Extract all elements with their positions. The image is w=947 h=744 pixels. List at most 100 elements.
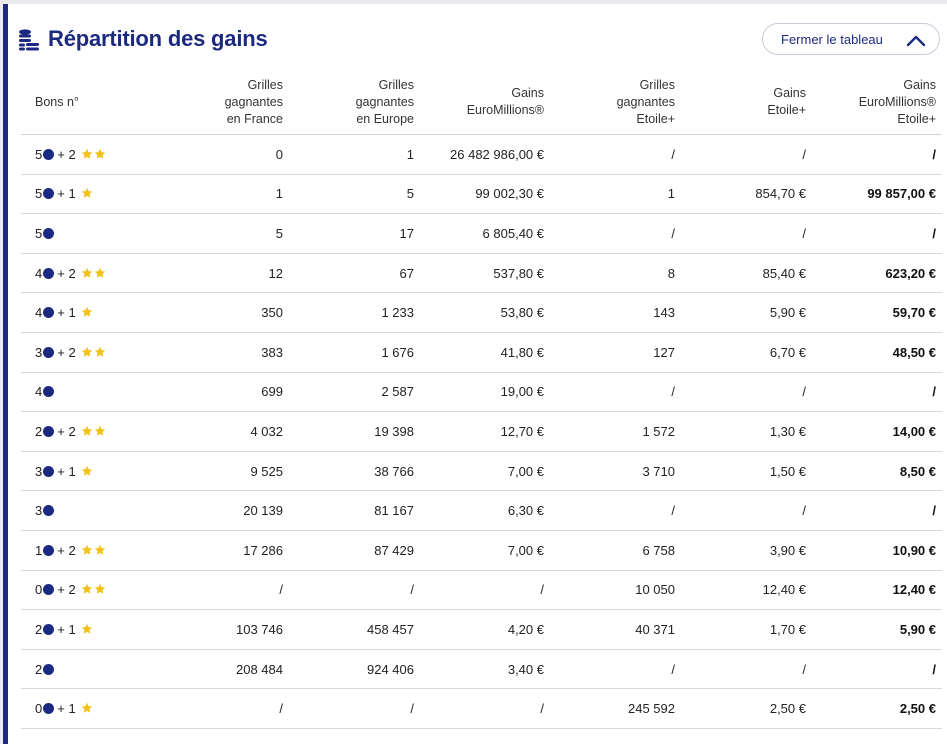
table-row: 2 208 484 924 406 3,40 € / / / [21, 649, 942, 690]
col-gains-total-cell: 623,20 € [812, 253, 942, 294]
combination-cell: 2 + 1 [21, 609, 158, 650]
col-gains-total-cell: 10,90 € [812, 530, 942, 571]
header-line: Grilles [247, 77, 283, 92]
chevron-up-icon [906, 35, 926, 47]
stars-count: + 2 [57, 423, 76, 439]
star-icon [81, 623, 92, 634]
gains-table: Bons n° Grilles gagnantes en France Grilles g… [21, 70, 942, 729]
numbers-count: 4 [35, 265, 43, 281]
ball-icon [43, 505, 55, 517]
col-grilles-france-cell: 9 525 [158, 451, 289, 492]
numbers-count: 2 [35, 621, 43, 637]
col-gains-euromillions-header: Gains EuroMillions® [420, 70, 550, 135]
col-grilles-france-cell: 12 [158, 253, 289, 294]
col-grilles-europe-cell: / [289, 570, 420, 611]
col-grilles-europe-cell: / [289, 688, 420, 729]
col-grilles-europe-cell: 1 676 [289, 332, 420, 373]
table-row: 5 + 2 0 1 26 482 986,00 € / / / [21, 134, 942, 175]
col-gains-euromillions-cell: 7,00 € [420, 530, 550, 571]
header-line: Gains [903, 77, 936, 92]
star-icon [81, 306, 92, 317]
col-grilles-france-cell: 5 [158, 213, 289, 254]
col-grilles-etoile-cell: 40 371 [550, 609, 681, 650]
col-grilles-france-cell: 0 [158, 134, 289, 175]
table-body: 5 + 2 0 1 26 482 986,00 € / //5 + 1 1 5 99 002,30 … [21, 134, 942, 729]
stars-count: + 1 [57, 621, 76, 637]
col-gains-euromillions-cell: 7,00 € [420, 451, 550, 492]
combination-cell: 5 [21, 213, 158, 254]
combination-cell: 3 [21, 490, 158, 531]
stars-count: + 1 [57, 305, 76, 321]
col-gains-etoile-cell: / [681, 649, 812, 690]
combination-cell: 3 + 2 [21, 332, 158, 373]
col-gains-euromillions-cell: 537,80 € [420, 253, 550, 294]
combination-cell: 5 + 1 [21, 174, 158, 215]
close-table-button[interactable]: Fermer le tableau [762, 23, 940, 55]
col-gains-etoile-cell: 5,90 € [681, 292, 812, 333]
col-grilles-france-cell: 4 032 [158, 411, 289, 452]
col-grilles-france-cell: / [158, 688, 289, 729]
table-row: 3 20 139 81 167 6,30 € / / / [21, 490, 942, 531]
combination-cell: 5 + 2 [21, 134, 158, 175]
col-grilles-europe-header: Grilles gagnantes en Europe [289, 70, 420, 135]
stars-count: + 1 [57, 186, 76, 202]
numbers-count: 2 [35, 661, 43, 677]
star-icon [81, 465, 92, 476]
col-gains-euromillions-cell: 99 002,30 € [420, 174, 550, 215]
header-line: Etoile+ [897, 111, 936, 126]
numbers-count: 3 [35, 463, 43, 479]
ball-icon [43, 703, 55, 715]
col-grilles-etoile-cell: / [550, 213, 681, 254]
ball-icon [43, 544, 55, 556]
table-row: 4 + 1 350 1 233 53,80 €143 5,90 €59,70 € [21, 292, 942, 333]
col-gains-total-cell: / [812, 134, 942, 175]
table-row: 2 + 1 103 746 458 457 4,20 €40 371 1,70 €5,90… [21, 609, 942, 650]
col-grilles-france-cell: 350 [158, 292, 289, 333]
col-grilles-france-cell: 17 286 [158, 530, 289, 571]
table-row: 4 699 2 587 19,00 € / / / [21, 372, 942, 413]
col-gains-euromillions-cell: 41,80 € [420, 332, 550, 373]
col-gains-euromillions-cell: 53,80 € [420, 292, 550, 333]
col-gains-total-header: Gains EuroMillions® Etoile+ [812, 70, 942, 135]
combination-cell: 4 + 1 [21, 292, 158, 333]
col-grilles-europe-cell: 17 [289, 213, 420, 254]
header-line: EuroMillions® [466, 103, 544, 117]
col-grilles-europe-cell: 2 587 [289, 372, 420, 413]
col-gains-etoile-cell: 3,90 € [681, 530, 812, 571]
stars-count: + 1 [57, 701, 76, 717]
star-icon [94, 346, 105, 357]
header-line: Grilles [639, 77, 675, 92]
header-line: gagnantes [355, 94, 414, 109]
col-grilles-france-header: Grilles gagnantes en France [158, 70, 289, 135]
ball-icon [43, 623, 55, 635]
star-icon [94, 425, 105, 436]
table-row: 5 + 1 1 5 99 002,30 €1 854,70 €99 857,00 € [21, 174, 942, 215]
col-grilles-etoile-cell: / [550, 490, 681, 531]
ball-icon [43, 663, 55, 675]
col-grilles-etoile-cell: / [550, 134, 681, 175]
col-gains-total-cell: 48,50 € [812, 332, 942, 373]
col-grilles-france-cell: 383 [158, 332, 289, 373]
stars-count: + 1 [57, 463, 76, 479]
col-grilles-etoile-cell: 6 758 [550, 530, 681, 571]
stars-count: + 2 [57, 146, 76, 162]
col-gains-euromillions-cell: 6 805,40 € [420, 213, 550, 254]
col-gains-etoile-cell: / [681, 134, 812, 175]
ball-icon [43, 148, 55, 160]
star-icon [94, 544, 105, 555]
table-row: 0 + 2///10 050 12,40 €12,40 € [21, 570, 942, 611]
ball-icon [43, 584, 55, 596]
ball-icon [43, 465, 55, 477]
col-grilles-france-cell: / [158, 570, 289, 611]
star-icon [81, 702, 92, 713]
header-line: Gains [511, 86, 544, 100]
col-grilles-europe-cell: 924 406 [289, 649, 420, 690]
col-gains-etoile-cell: 1,70 € [681, 609, 812, 650]
combination-cell: 4 + 2 [21, 253, 158, 294]
col-gains-etoile-cell: 2,50 € [681, 688, 812, 729]
col-grilles-etoile-cell: 1 [550, 174, 681, 215]
panel-header: Répartition des gains Fermer le tableau [8, 4, 947, 70]
col-gains-etoile-cell: / [681, 213, 812, 254]
col-gains-euromillions-cell: / [420, 688, 550, 729]
col-gains-total-cell: 59,70 € [812, 292, 942, 333]
